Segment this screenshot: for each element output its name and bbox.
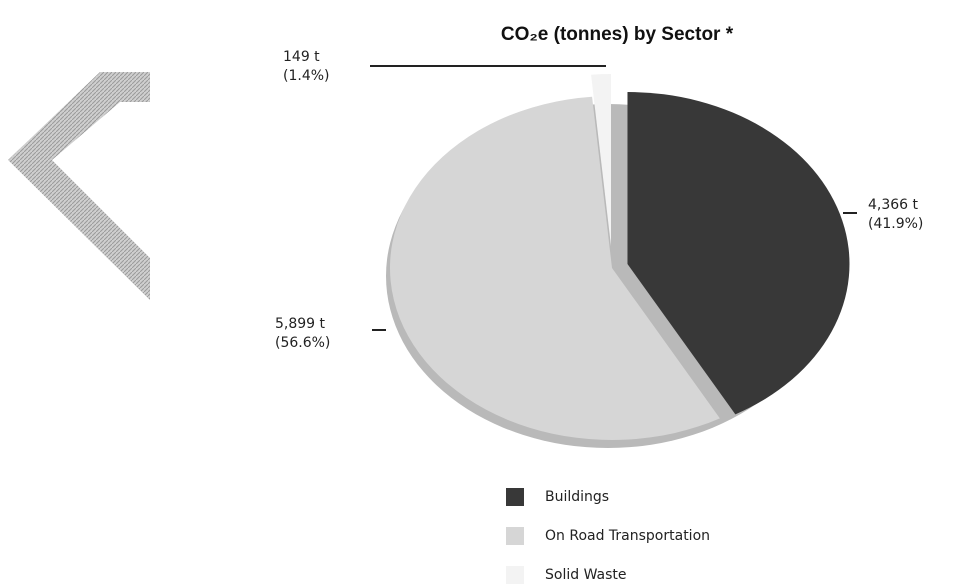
- legend-swatch: [506, 527, 524, 545]
- data-label: 149 t: [283, 49, 320, 65]
- legend-label: On Road Transportation: [545, 528, 710, 544]
- legend-label: Solid Waste: [545, 567, 627, 583]
- data-label: 4,366 t: [868, 197, 919, 213]
- pie-slice: [591, 74, 612, 247]
- legend-swatch: [506, 566, 524, 584]
- pie-slice: [627, 91, 850, 415]
- legend-swatch: [506, 488, 524, 506]
- back-chevron[interactable]: [8, 72, 150, 300]
- percent-label: (56.6%): [275, 335, 330, 351]
- percent-label: (1.4%): [283, 68, 330, 84]
- chart-title: CO₂e (tonnes) by Sector *: [501, 24, 734, 45]
- data-label: 5,899 t: [275, 316, 326, 332]
- pie-slice: [390, 96, 720, 440]
- percent-label: (41.9%): [868, 216, 923, 232]
- legend-label: Buildings: [545, 489, 609, 505]
